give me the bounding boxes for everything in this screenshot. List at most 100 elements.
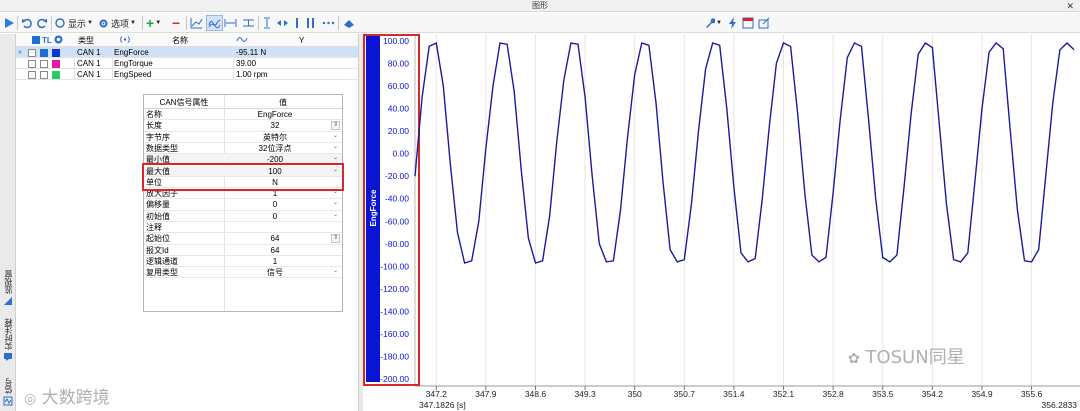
wave-mode-icon[interactable] xyxy=(206,15,223,31)
type-column-header[interactable]: 类型 xyxy=(78,36,94,45)
property-row[interactable]: 注释 xyxy=(144,222,342,234)
property-row[interactable]: 复用类型 信号 ⌄ xyxy=(144,267,342,279)
property-value[interactable]: 64 xyxy=(270,234,280,244)
redo-icon[interactable] xyxy=(36,15,48,31)
name-column-header[interactable]: 名称 xyxy=(172,36,188,45)
spin-stepper-icon[interactable]: ⇕ xyxy=(331,234,340,244)
property-value[interactable]: 信号 xyxy=(267,268,283,278)
property-value[interactable]: 32 xyxy=(270,121,280,131)
fit-vertical-icon[interactable] xyxy=(262,15,272,31)
property-value[interactable]: 32位浮点 xyxy=(258,143,292,153)
wrench-icon xyxy=(706,17,715,28)
toolbar-divider xyxy=(186,16,187,30)
more-icon[interactable] xyxy=(322,15,335,31)
cursor-icon[interactable] xyxy=(294,15,300,31)
property-key: 逻辑通道 xyxy=(146,256,178,266)
show-menu-button[interactable]: 显示 ▼ xyxy=(55,15,93,31)
property-value[interactable]: 0 xyxy=(272,211,278,221)
select-all-checkbox[interactable] xyxy=(32,36,40,44)
property-key: 注释 xyxy=(146,223,162,232)
chevron-down-icon[interactable]: ⌄ xyxy=(332,200,339,207)
signal-row[interactable]: » CAN 1 EngForce -95.11 N xyxy=(16,47,358,58)
graph-area[interactable]: EngForce 100.00 80.00 60.00 40.00 20.00 0.00 -2… xyxy=(363,34,1080,411)
remove-signal-button[interactable]: − xyxy=(172,15,180,31)
row-visible-checkbox[interactable] xyxy=(40,49,48,57)
signal-row[interactable]: CAN 1 EngTorque 39.00 xyxy=(16,58,358,69)
x-tick-label: 351.4 xyxy=(723,389,745,399)
color-swatch[interactable] xyxy=(52,49,60,57)
property-row[interactable]: 起始位 64 ⇕ xyxy=(144,233,342,245)
property-value[interactable]: 0 xyxy=(272,200,278,210)
property-row[interactable]: 报文Id 64 xyxy=(144,245,342,256)
chevron-down-icon: ▼ xyxy=(716,20,722,26)
property-row[interactable]: 逻辑通道 1 xyxy=(144,256,342,268)
signal-trace[interactable] xyxy=(414,41,1075,264)
y-column-header[interactable]: Y xyxy=(299,36,305,45)
row-visible-checkbox[interactable] xyxy=(40,60,48,68)
fit-horizontal-icon[interactable] xyxy=(224,15,237,31)
run-icon[interactable] xyxy=(3,15,15,31)
left-side-rail: 监视窗 实时注释 信号 xyxy=(0,34,16,411)
properties-key-header: CAN信号属性 xyxy=(159,98,209,107)
export-icon[interactable] xyxy=(758,15,770,31)
signal-row[interactable]: CAN 1 EngSpeed 1.00 rpm xyxy=(16,69,358,80)
color-swatch[interactable] xyxy=(52,71,60,79)
window-layout-icon[interactable] xyxy=(742,15,754,31)
signal-plot[interactable]: EngForce 100.00 80.00 60.00 40.00 20.00 0.00 -2… xyxy=(363,34,1080,411)
rail-tab-signal[interactable]: 信号 xyxy=(0,378,16,406)
property-value[interactable]: 英特尔 xyxy=(263,132,287,142)
tools-menu-button[interactable]: ▼ xyxy=(704,15,722,31)
property-row[interactable]: 长度 32 ⇕ xyxy=(144,120,342,132)
property-row[interactable]: 初始值 0 ⌄ xyxy=(144,211,342,222)
lightning-icon[interactable] xyxy=(728,15,737,31)
property-row[interactable]: 名称 EngForce xyxy=(144,109,342,121)
y-axis-signal-bar[interactable] xyxy=(366,36,380,382)
dual-cursor-icon[interactable] xyxy=(306,15,316,31)
property-value[interactable]: 1 xyxy=(272,256,278,266)
property-row[interactable]: 单位 N xyxy=(144,177,342,189)
chevron-down-icon[interactable]: ⌄ xyxy=(332,211,339,218)
panel-splitter[interactable] xyxy=(358,34,363,411)
rail-tab-monitor[interactable]: 监视窗 xyxy=(0,270,16,306)
row-select-checkbox[interactable] xyxy=(28,60,36,68)
property-value[interactable]: EngForce xyxy=(257,110,293,119)
close-icon[interactable]: ✕ xyxy=(1066,1,1074,11)
property-value[interactable]: -200 xyxy=(266,155,283,165)
property-row[interactable]: 数据类型 32位浮点 ⌄ xyxy=(144,143,342,155)
options-menu-button[interactable]: 选项 ▼ xyxy=(98,15,136,31)
chevron-down-icon[interactable]: ⌄ xyxy=(332,166,339,173)
color-swatch[interactable] xyxy=(52,60,60,68)
chevron-down-icon[interactable]: ⌄ xyxy=(332,268,339,275)
property-value[interactable]: 64 xyxy=(270,245,280,255)
chevron-down-icon[interactable]: ⌄ xyxy=(332,189,339,196)
chevron-down-icon[interactable]: ⌄ xyxy=(332,155,339,162)
toolbar-divider xyxy=(51,16,52,30)
undo-icon[interactable] xyxy=(21,15,33,31)
color-wheel-icon[interactable] xyxy=(54,35,63,46)
row-select-checkbox[interactable] xyxy=(28,49,36,57)
property-value[interactable]: N xyxy=(272,177,278,187)
property-row[interactable]: 最大值 100 ⌄ xyxy=(144,165,342,177)
eraser-icon[interactable] xyxy=(343,15,355,31)
spin-stepper-icon[interactable]: ⇕ xyxy=(331,121,340,131)
zoom-both-icon[interactable] xyxy=(276,15,289,31)
property-row[interactable]: 字节序 英特尔 ⌄ xyxy=(144,132,342,143)
signal-y-value: 1.00 rpm xyxy=(236,70,268,79)
comment-icon xyxy=(4,353,12,361)
toolbar-divider xyxy=(142,16,143,30)
rail-tab-comment[interactable]: 实时注释 xyxy=(0,318,16,362)
property-row[interactable]: 偏移量 0 ⌄ xyxy=(144,199,342,211)
add-signal-button[interactable]: + ▼ xyxy=(146,15,161,31)
row-visible-checkbox[interactable] xyxy=(40,71,48,79)
y-tick-label: 60.00 xyxy=(388,81,410,91)
axis-mode-icon[interactable] xyxy=(190,15,203,31)
fit-range-icon[interactable] xyxy=(242,15,255,31)
property-value[interactable]: 1 xyxy=(272,189,278,199)
property-row[interactable]: 放大因子 1 ⌄ xyxy=(144,188,342,200)
property-value[interactable]: 100 xyxy=(268,166,282,176)
chevron-down-icon[interactable]: ⌄ xyxy=(332,143,339,150)
row-select-checkbox[interactable] xyxy=(28,71,36,79)
chevron-down-icon[interactable]: ⌄ xyxy=(332,132,339,139)
tl-column-header[interactable]: TL xyxy=(42,36,52,45)
window-title: 图形 xyxy=(532,1,548,10)
